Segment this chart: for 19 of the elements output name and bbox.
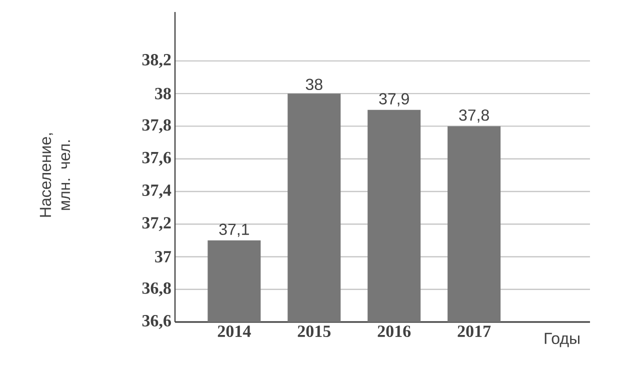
data-label: 38 <box>306 78 322 90</box>
x-tick-label: 2014 <box>218 326 251 338</box>
y-tick-label: 36,6 <box>142 315 171 329</box>
data-label: 37,1 <box>219 224 249 237</box>
y-tick-label: 37,2 <box>142 217 171 232</box>
y-tick-label: 37,8 <box>142 119 171 134</box>
data-label: 37,8 <box>459 109 489 123</box>
x-tick-label: 2016 <box>378 326 411 338</box>
x-axis-title: Годы <box>544 332 580 348</box>
y-tick-label: 36,8 <box>142 282 171 296</box>
x-tick-label: 2017 <box>458 326 491 338</box>
y-tick-label: 37,4 <box>142 184 172 198</box>
data-label: 37,9 <box>379 93 409 106</box>
y-tick-label: 37 <box>155 251 172 262</box>
y-tick-label: 38 <box>155 88 171 100</box>
y-tick-label: 37,6 <box>142 152 171 166</box>
x-tick-label: 2015 <box>298 326 331 338</box>
y-axis-title: Население, млн. чел. <box>40 133 70 217</box>
y-tick-label: 38,2 <box>142 54 171 68</box>
